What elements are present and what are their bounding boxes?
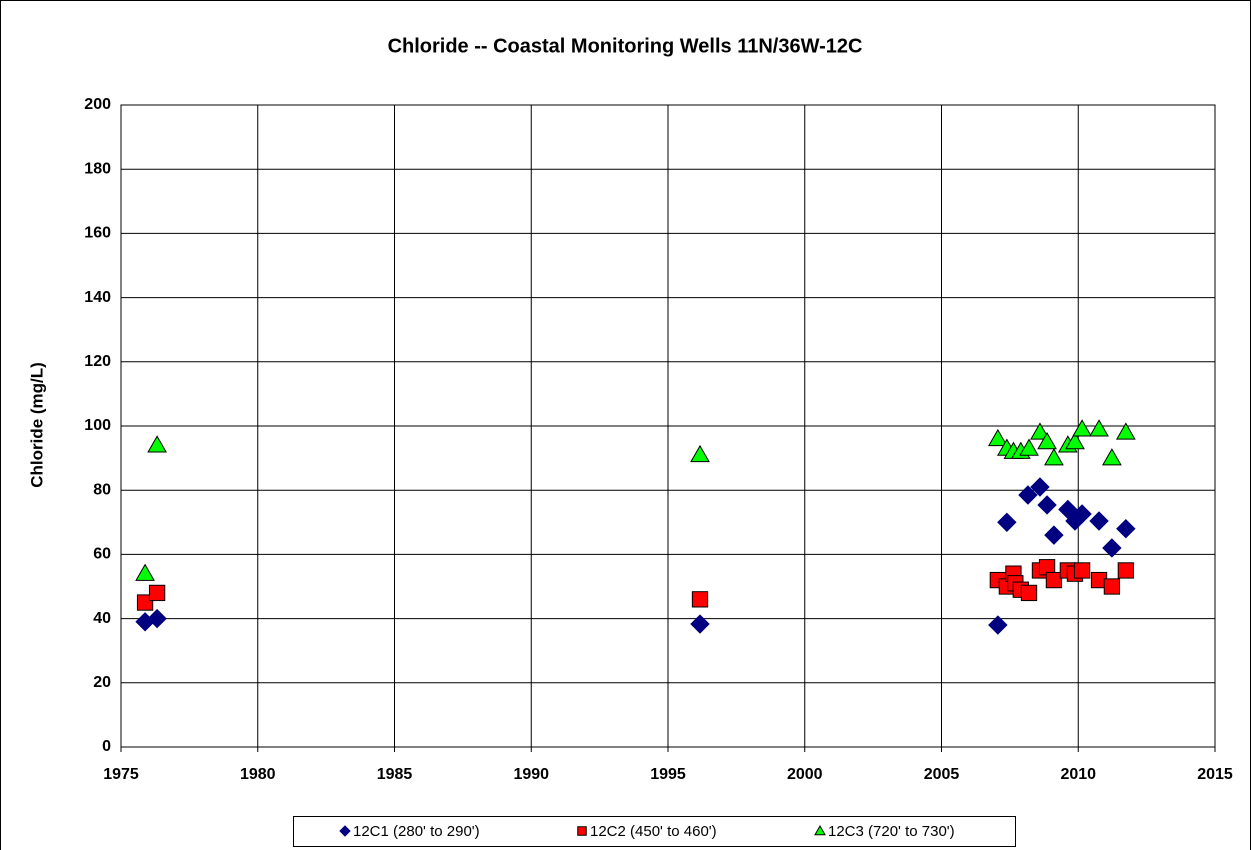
y-tick-label: 180 xyxy=(84,160,111,177)
x-tick-label: 2000 xyxy=(787,766,823,783)
y-tick-label: 40 xyxy=(93,610,111,627)
legend-marker xyxy=(339,825,351,837)
point xyxy=(1103,578,1121,595)
y-tick-label: 80 xyxy=(93,481,111,498)
point xyxy=(690,614,710,634)
x-tick-label: 1990 xyxy=(513,766,549,783)
x-tick-label: 1995 xyxy=(650,766,686,783)
point xyxy=(1116,519,1136,539)
y-tick-label: 120 xyxy=(84,353,111,370)
x-tick-label: 2005 xyxy=(924,766,960,783)
legend xyxy=(293,816,1016,847)
x-tick-label: 1985 xyxy=(377,766,413,783)
point xyxy=(147,608,167,629)
y-tick-label: 20 xyxy=(93,674,111,691)
point xyxy=(1102,538,1122,558)
point xyxy=(1019,438,1039,456)
legend-label: 12C3 (720' to 730') xyxy=(828,823,955,840)
y-tick-label: 0 xyxy=(102,738,111,755)
point xyxy=(1072,419,1092,437)
y-tick-label: 160 xyxy=(84,225,111,242)
y-tick-label: 100 xyxy=(84,417,111,434)
point xyxy=(1037,432,1057,450)
legend-marker xyxy=(814,824,826,836)
point xyxy=(147,435,167,453)
point xyxy=(988,615,1008,635)
legend-marker xyxy=(577,826,587,836)
point xyxy=(1044,448,1064,466)
point xyxy=(1102,448,1122,466)
chart-title: Chloride -- Coastal Monitoring Wells 11N… xyxy=(388,35,863,57)
point xyxy=(1030,422,1050,440)
y-tick-label: 200 xyxy=(84,96,111,113)
y-axis-label: Chloride (mg/L) xyxy=(27,362,46,488)
x-tick-label: 2015 xyxy=(1197,766,1233,783)
point xyxy=(1065,432,1085,450)
point xyxy=(1117,562,1134,579)
point xyxy=(1089,419,1109,437)
point xyxy=(1089,511,1109,531)
point xyxy=(1073,562,1091,579)
x-tick-label: 1975 xyxy=(103,766,139,783)
y-tick-label: 140 xyxy=(84,289,111,306)
point xyxy=(1072,504,1092,524)
point xyxy=(148,584,166,602)
point xyxy=(1018,485,1038,505)
point xyxy=(135,563,155,581)
legend-label: 12C1 (280' to 290') xyxy=(353,823,480,840)
point xyxy=(1115,422,1136,440)
point xyxy=(1020,584,1038,602)
x-tick-label: 1980 xyxy=(240,766,276,783)
point xyxy=(1030,477,1050,497)
x-tick-label: 2010 xyxy=(1060,766,1096,783)
point xyxy=(1045,571,1063,589)
point xyxy=(987,428,1008,447)
point xyxy=(691,591,709,608)
point xyxy=(690,444,710,463)
point xyxy=(1044,525,1064,545)
point xyxy=(136,594,154,611)
point xyxy=(1037,495,1057,515)
y-tick-label: 60 xyxy=(93,546,111,563)
legend-label: 12C2 (450' to 460') xyxy=(590,823,717,840)
point xyxy=(997,512,1017,533)
